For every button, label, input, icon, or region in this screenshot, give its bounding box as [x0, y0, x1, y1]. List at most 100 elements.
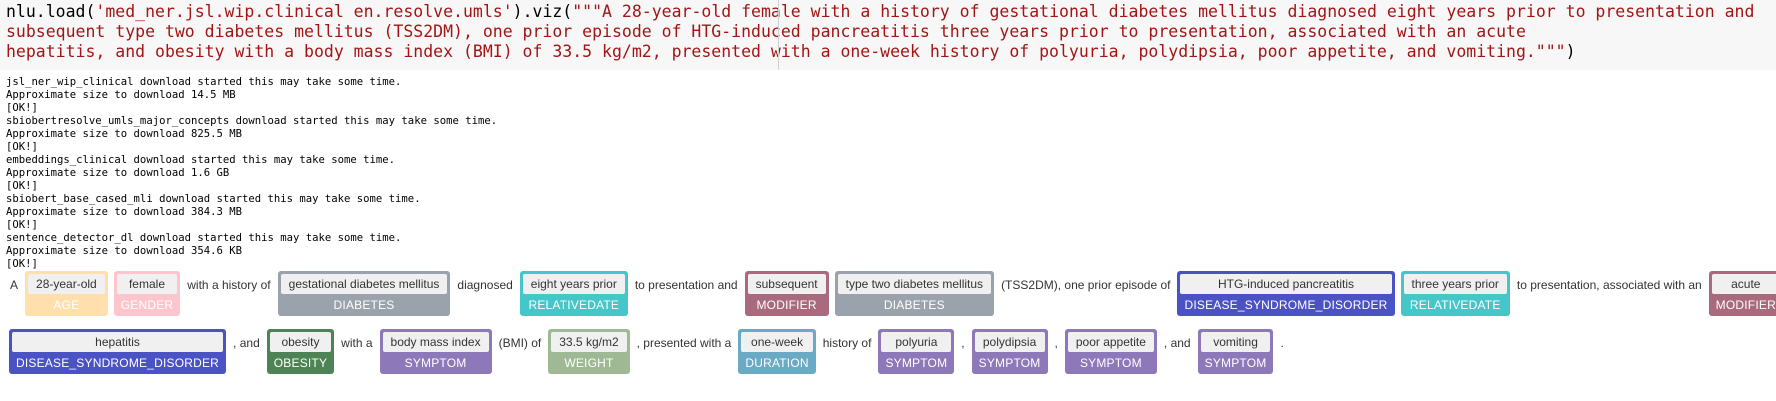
entity-chunk: eight years prior RELATIVEDATE — [519, 271, 628, 316]
entity-text: acute — [1711, 274, 1776, 294]
plain-text: diagnosed — [457, 278, 513, 292]
plain-text: , — [1054, 336, 1058, 350]
entity-chunk: 28-year-old AGE — [25, 271, 108, 316]
code-viz-call: ).viz( — [512, 2, 573, 21]
log-line: sbiobert_base_cased_mli download started… — [6, 193, 421, 205]
plain-text: history of — [822, 336, 872, 350]
log-line: sbiobertresolve_umls_major_concepts down… — [6, 115, 498, 127]
viz-line: A 28-year-old AGE female GENDER with a histor… — [6, 271, 1776, 329]
entity-chunk: gestational diabetes mellitus DIABETES — [277, 271, 451, 316]
log-line: [OK!] — [6, 258, 38, 270]
entity-chunk: three years prior RELATIVEDATE — [1400, 271, 1510, 316]
entity-chunk: subsequent MODIFIER — [744, 271, 829, 316]
entity-text: obesity — [269, 332, 332, 352]
log-line: [OK!] — [6, 219, 38, 231]
plain-text: , presented with a — [636, 336, 732, 350]
plain-text: , — [961, 336, 965, 350]
code-call: nlu.load( — [6, 2, 96, 21]
entity-text: 28-year-old — [28, 274, 105, 294]
entity-chunk: female GENDER — [113, 271, 181, 316]
plain-text: . — [1280, 336, 1284, 350]
entity-chunk: HTG-induced pancreatitis DISEASE_SYNDROME… — [1177, 271, 1395, 316]
log-line: [OK!] — [6, 141, 38, 153]
entity-text: vomiting — [1200, 332, 1271, 352]
code-text-string-2: subsequent type two diabetes mellitus (T… — [6, 22, 1526, 41]
entity-chunk: acute MODIFIER — [1708, 271, 1776, 316]
entity-label: MODIFIER — [1715, 298, 1776, 312]
log-line: jsl_ner_wip_clinical download started th… — [6, 76, 402, 88]
log-line: Approximate size to download 1.6 GB — [6, 167, 230, 179]
code-line-3: hepatitis, and obesity with a body mass … — [6, 42, 1776, 62]
entity-label: SYMPTOM — [404, 356, 467, 370]
log-line: Approximate size to download 384.3 MB — [6, 206, 242, 218]
plain-text: , and — [1163, 336, 1191, 350]
entity-text: HTG-induced pancreatitis — [1180, 274, 1392, 294]
entity-label: MODIFIER — [756, 298, 817, 312]
entity-chunk: hepatitis DISEASE_SYNDROME_DISORDER — [9, 329, 227, 374]
log-line: [OK!] — [6, 102, 38, 114]
code-line-1: nlu.load('med_ner.jsl.wip.clinical en.re… — [6, 2, 1776, 22]
entity-text: three years prior — [1403, 274, 1507, 294]
code-cell[interactable]: nlu.load('med_ner.jsl.wip.clinical en.re… — [0, 0, 1776, 70]
entity-text: polyuria — [881, 332, 952, 352]
entity-chunk: one-week DURATION — [738, 329, 816, 374]
entity-text: gestational diabetes mellitus — [280, 274, 448, 294]
code-model-string: 'med_ner.jsl.wip.clinical en.resolve.uml… — [95, 2, 513, 21]
entity-chunk: vomiting SYMPTOM — [1197, 329, 1274, 374]
viz-line: hepatitis DISEASE_SYNDROME_DISORDER , and o… — [6, 329, 1768, 387]
plain-text: with a — [341, 336, 373, 350]
entity-label: RELATIVEDATE — [1409, 298, 1501, 312]
entity-text: type two diabetes mellitus — [837, 274, 992, 294]
code-line-2: subsequent type two diabetes mellitus (T… — [6, 22, 1776, 42]
entity-label: DISEASE_SYNDROME_DISORDER — [16, 356, 220, 370]
entity-label: WEIGHT — [564, 356, 614, 370]
code-text-string-3: hepatitis, and obesity with a body mass … — [6, 42, 1566, 61]
plain-text: A — [10, 278, 19, 292]
plain-text: , and — [233, 336, 260, 350]
entity-label: SYMPTOM — [1079, 356, 1142, 370]
entity-chunk: body mass index SYMPTOM — [379, 329, 492, 374]
entity-label: DIABETES — [333, 298, 395, 312]
entity-text: poor appetite — [1067, 332, 1154, 352]
entity-text: female — [116, 274, 178, 294]
plain-text: to presentation, associated with an — [1516, 278, 1702, 292]
entity-label: SYMPTOM — [1204, 356, 1267, 370]
entity-label: DISEASE_SYNDROME_DISORDER — [1184, 298, 1388, 312]
code-text-string-1: """A 28-year-old female with a history o… — [572, 2, 1755, 21]
entity-text: body mass index — [382, 332, 489, 352]
plain-text: (BMI) of — [498, 336, 542, 350]
log-line: Approximate size to download 354.6 KB — [6, 245, 242, 257]
code-close-paren: ) — [1565, 42, 1576, 61]
log-line: sentence_detector_dl download started th… — [6, 232, 402, 244]
log-line: [OK!] — [6, 180, 38, 192]
entity-chunk: poor appetite SYMPTOM — [1064, 329, 1157, 374]
entity-chunk: 33.5 kg/m2 WEIGHT — [548, 329, 630, 374]
entity-text: subsequent — [747, 274, 826, 294]
entity-chunk: obesity OBESITY — [266, 329, 335, 374]
plain-text: (TSS2DM), one prior episode of — [1001, 278, 1171, 292]
entity-chunk: type two diabetes mellitus DIABETES — [834, 271, 995, 316]
entity-chunk: polydipsia SYMPTOM — [971, 329, 1048, 374]
log-line: Approximate size to download 14.5 MB — [6, 89, 236, 101]
entity-text: polydipsia — [974, 332, 1045, 352]
entity-text: one-week — [741, 332, 813, 352]
entity-label: DURATION — [745, 356, 809, 370]
log-line: Approximate size to download 825.5 MB — [6, 128, 242, 140]
entity-label: OBESITY — [273, 356, 328, 370]
entity-text: eight years prior — [522, 274, 625, 294]
entity-label: AGE — [53, 298, 80, 312]
ner-visualization: A 28-year-old AGE female GENDER with a histor… — [6, 271, 1776, 387]
editor-ruler — [778, 0, 779, 70]
log-line: embeddings_clinical download started thi… — [6, 154, 396, 166]
entity-text: hepatitis — [12, 332, 224, 352]
entity-text: 33.5 kg/m2 — [551, 332, 627, 352]
entity-label: SYMPTOM — [885, 356, 948, 370]
entity-label: DIABETES — [883, 298, 945, 312]
entity-label: RELATIVEDATE — [528, 298, 620, 312]
entity-label: GENDER — [120, 298, 174, 312]
entity-label: SYMPTOM — [978, 356, 1041, 370]
plain-text: with a history of — [187, 278, 271, 292]
plain-text: to presentation and — [634, 278, 738, 292]
output-log: jsl_ner_wip_clinical download started th… — [6, 76, 497, 271]
entity-chunk: polyuria SYMPTOM — [878, 329, 955, 374]
